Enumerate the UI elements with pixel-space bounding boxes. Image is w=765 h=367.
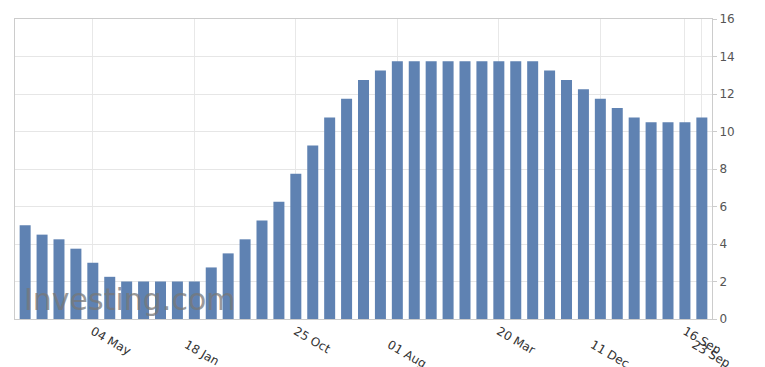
svg-text:04 May: 04 May <box>88 324 133 358</box>
svg-text:2: 2 <box>719 275 727 289</box>
svg-text:16 Sep: 16 Sep <box>680 324 723 357</box>
svg-text:23 Sep: 23 Sep <box>690 338 733 367</box>
svg-text:6: 6 <box>719 200 727 214</box>
svg-text:25 Oct: 25 Oct <box>291 324 333 356</box>
svg-text:0: 0 <box>719 312 727 326</box>
svg-text:18 Jan: 18 Jan <box>182 338 222 367</box>
svg-text:14: 14 <box>719 50 734 64</box>
svg-text:4: 4 <box>719 237 727 251</box>
svg-text:16: 16 <box>719 12 734 26</box>
svg-text:01 Aug: 01 Aug <box>385 338 429 367</box>
svg-text:Investing.com: Investing.com <box>24 282 235 317</box>
svg-text:20 Mar: 20 Mar <box>494 324 537 357</box>
svg-text:8: 8 <box>719 162 727 176</box>
svg-text:12: 12 <box>719 87 734 101</box>
svg-text:11 Dec: 11 Dec <box>588 338 632 367</box>
svg-text:10: 10 <box>719 125 734 139</box>
